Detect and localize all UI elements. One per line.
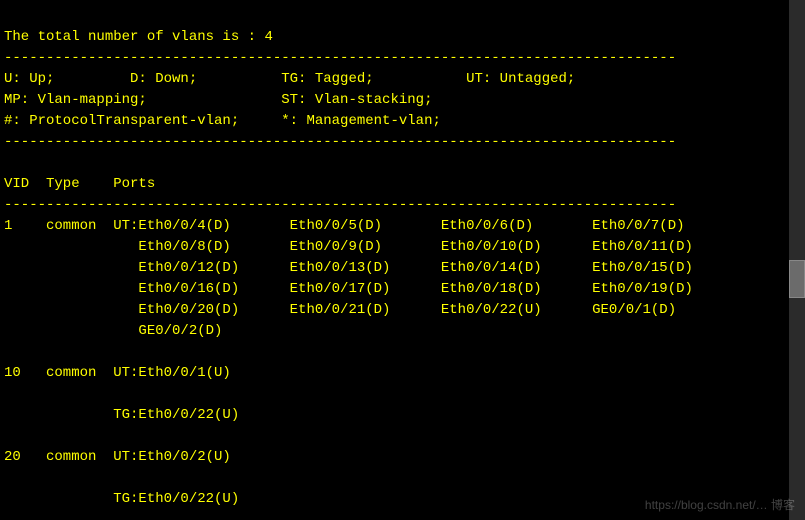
divider-line: ----------------------------------------… bbox=[4, 50, 676, 66]
scrollbar-thumb[interactable] bbox=[789, 260, 805, 298]
scrollbar-track[interactable] bbox=[789, 0, 805, 520]
blank-line bbox=[4, 155, 12, 171]
terminal-window: The total number of vlans is : 4 -------… bbox=[0, 0, 805, 520]
table-header: VID Type Ports bbox=[4, 176, 155, 192]
legend-row3: #: ProtocolTransparent-vlan; *: Manageme… bbox=[4, 113, 441, 129]
legend-row2: MP: Vlan-mapping; ST: Vlan-stacking; bbox=[4, 92, 432, 108]
legend-row1: U: Up; D: Down; TG: Tagged; UT: Untagged… bbox=[4, 71, 575, 87]
divider-line: ----------------------------------------… bbox=[4, 197, 676, 213]
vlan-total-line: The total number of vlans is : 4 bbox=[4, 29, 273, 45]
watermark-text: https://blog.csdn.net/… 博客 bbox=[645, 495, 795, 516]
divider-line: ----------------------------------------… bbox=[4, 134, 676, 150]
vlan-table-body: 1 common UT:Eth0/0/4(D) Eth0/0/5(D) Eth0… bbox=[4, 218, 693, 520]
